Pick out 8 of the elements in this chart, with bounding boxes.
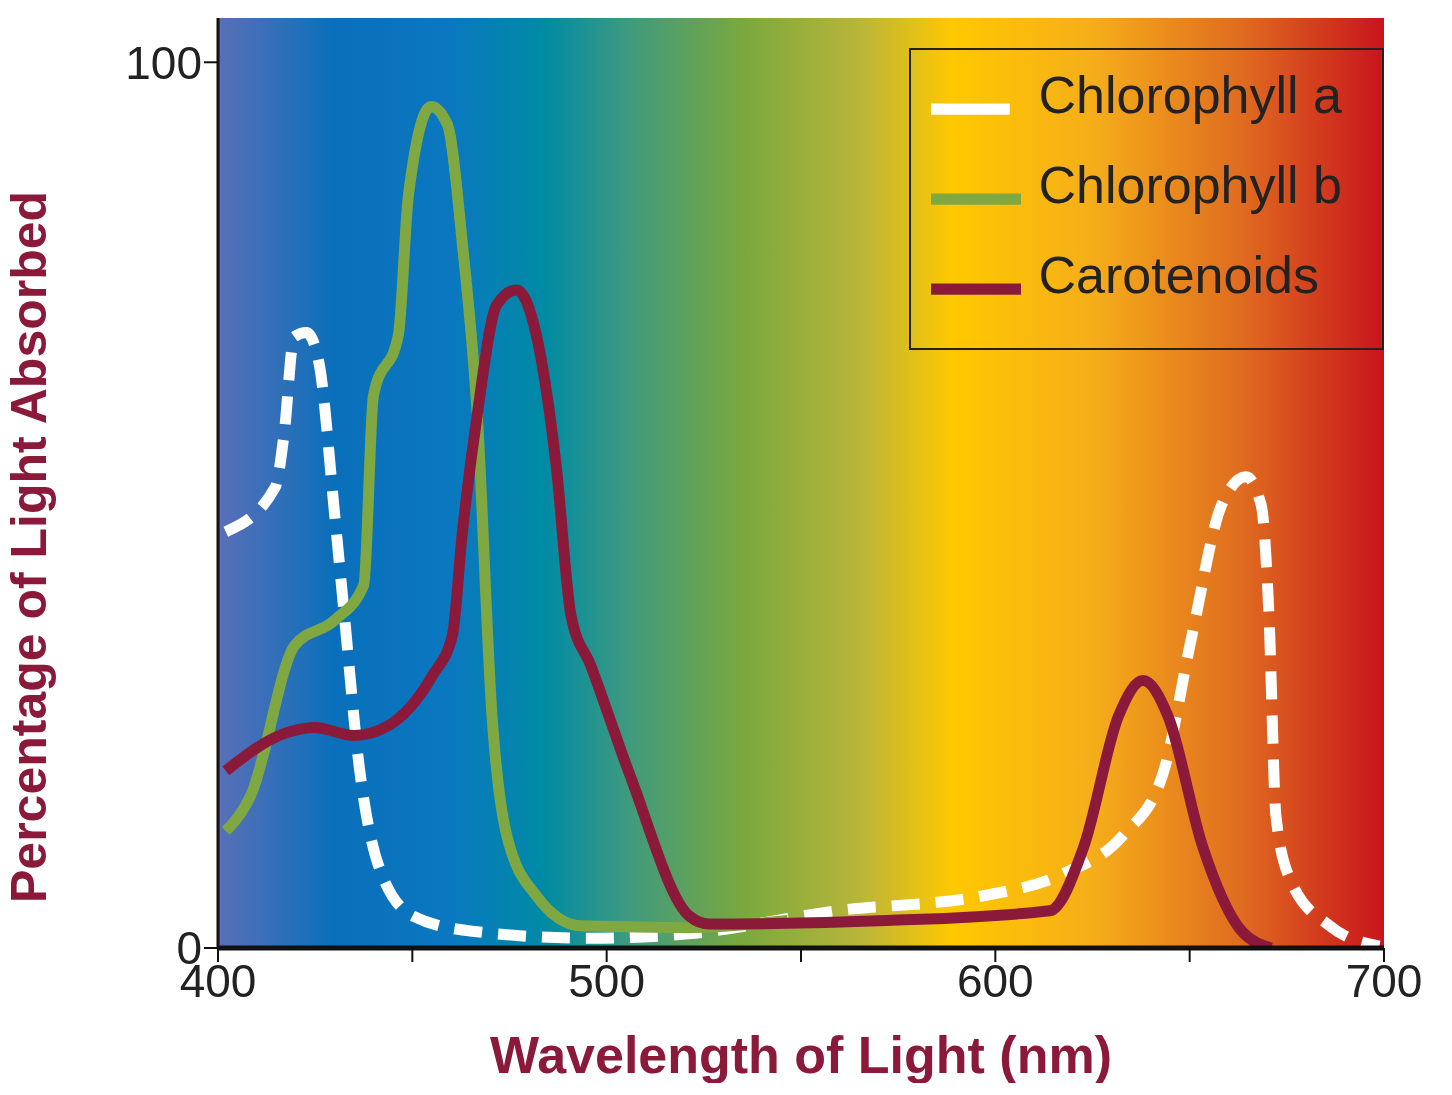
x-tick-label: 700 xyxy=(1345,954,1423,1007)
y-axis-title: Percentage of Light Absorbed xyxy=(0,190,57,903)
legend-label: Chlorophyll b xyxy=(1038,156,1342,215)
legend-label: Chlorophyll a xyxy=(1038,66,1342,125)
x-tick-label: 500 xyxy=(568,954,646,1007)
y-tick-label: 100 xyxy=(125,36,202,89)
legend-label: Carotenoids xyxy=(1038,246,1319,305)
x-tick-label: 600 xyxy=(956,954,1034,1007)
